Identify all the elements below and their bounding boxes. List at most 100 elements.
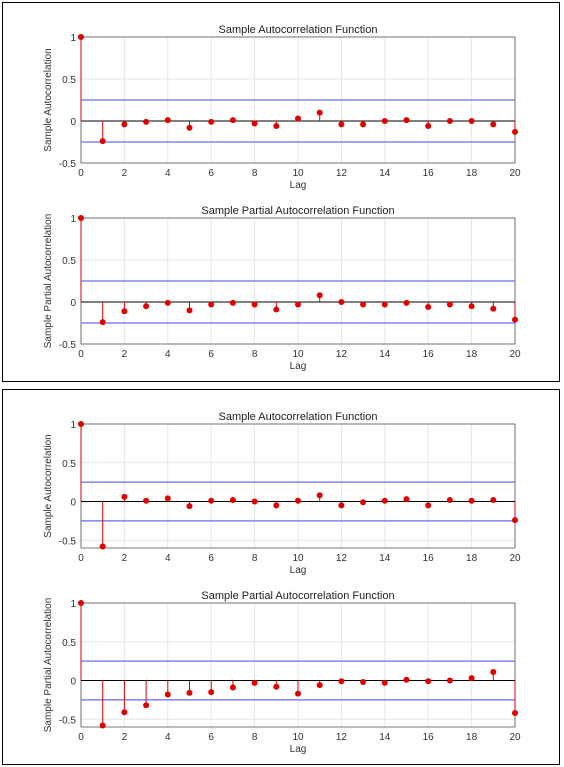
stem-marker (425, 304, 432, 311)
y-tick-label: 0 (70, 298, 76, 309)
x-tick-label: 6 (208, 732, 214, 743)
stem-marker (251, 301, 258, 308)
acf-pacf-panel-bottom: 0 2 4 6 8 10 12 14 16 18 20 -0.5 0 0.5 1 Sample Autocor… (2, 389, 560, 765)
x-tick-label: 18 (466, 168, 478, 179)
stem-marker (78, 421, 84, 427)
stem-marker (316, 492, 323, 499)
stem-marker (295, 115, 301, 122)
x-tick-label: 14 (379, 349, 391, 360)
stem-marker (78, 600, 84, 606)
stem-marker (99, 543, 106, 550)
stem-marker (229, 684, 236, 691)
x-tick-label: 8 (252, 168, 258, 179)
x-tick-label: 2 (122, 553, 128, 564)
y-tick-label: 0.5 (62, 75, 76, 86)
x-tick-label: 14 (379, 732, 391, 743)
stem-marker (446, 677, 453, 684)
x-tick-label: 6 (208, 349, 214, 360)
stem-marker (229, 117, 236, 124)
x-tick-label: 10 (292, 553, 304, 564)
y-tick-label: 1 (70, 420, 76, 431)
stem-marker (251, 679, 258, 686)
stem-marker (208, 301, 215, 308)
x-tick-label: 16 (423, 732, 435, 743)
stem-marker (316, 682, 323, 689)
stem-marker (78, 34, 84, 40)
stem-marker (403, 676, 410, 683)
chart-title: Sample Autocorrelation Function (219, 411, 378, 423)
stem-marker (468, 303, 475, 310)
y-tick-label: -0.5 (59, 340, 77, 351)
x-tick-label: 8 (252, 732, 258, 743)
chart-title: Sample Autocorrelation Function (219, 24, 378, 36)
stem-marker (381, 497, 388, 504)
stem-marker (425, 123, 432, 130)
x-tick-label: 4 (165, 168, 171, 179)
stem-marker (446, 496, 453, 503)
stem-marker (446, 118, 453, 124)
stem-marker (468, 675, 475, 682)
stem-marker (121, 493, 128, 500)
stem-marker (251, 498, 258, 505)
stem-marker (143, 303, 150, 310)
x-tick-label: 10 (292, 732, 304, 743)
stem-marker (381, 301, 388, 308)
stem-marker (99, 138, 106, 145)
stem-marker (208, 689, 215, 696)
stem-marker (338, 678, 345, 685)
y-tick-label: 1 (70, 599, 76, 610)
x-tick-label: 6 (208, 168, 214, 179)
stem-marker (121, 709, 128, 716)
y-tick-label: 0.5 (62, 459, 76, 470)
x-tick-label: 14 (379, 168, 391, 179)
stem-marker (121, 308, 128, 315)
x-tick-label: 12 (336, 168, 348, 179)
x-tick-label: 16 (423, 349, 435, 360)
x-tick-label: 0 (78, 349, 84, 360)
stem-marker (164, 299, 171, 306)
stem-marker (490, 496, 497, 503)
stem-marker (360, 121, 367, 128)
stem-marker (490, 668, 497, 675)
x-axis-label: Lag (290, 361, 307, 372)
stem-marker (446, 301, 453, 308)
x-tick-label: 20 (509, 553, 521, 564)
stem-marker (229, 299, 236, 306)
y-tick-label: 0.5 (62, 638, 76, 649)
x-tick-label: 2 (122, 732, 128, 743)
x-tick-label: 6 (208, 553, 214, 564)
x-tick-label: 2 (122, 168, 128, 179)
y-tick-label: -0.5 (59, 715, 77, 726)
y-tick-label: 0 (70, 677, 76, 688)
stem-marker (403, 299, 410, 306)
x-tick-label: 16 (423, 168, 435, 179)
stem-marker (403, 117, 410, 124)
x-tick-label: 14 (379, 553, 391, 564)
y-tick-label: 1 (70, 214, 76, 225)
y-axis-label: Sample Autocorrelation (43, 434, 54, 537)
x-axis-label: Lag (290, 565, 307, 576)
stem-marker (490, 121, 497, 128)
acf-pacf-panel-top: 0 2 4 6 8 10 12 14 16 18 20 -0.5 0 0.5 1 Sample Autocor… (2, 2, 560, 382)
x-tick-label: 20 (509, 732, 521, 743)
x-tick-label: 8 (252, 349, 258, 360)
y-tick-label: -0.5 (59, 536, 77, 547)
x-tick-label: 20 (509, 168, 521, 179)
x-tick-label: 4 (165, 553, 171, 564)
stem-marker (512, 710, 518, 717)
stem-marker (338, 121, 345, 128)
x-tick-label: 18 (466, 349, 478, 360)
stem-marker (186, 503, 193, 510)
x-tick-label: 10 (292, 349, 304, 360)
stem-marker (273, 123, 280, 130)
stem-marker (295, 497, 301, 504)
stem-marker (273, 502, 280, 509)
stem-marker (338, 502, 345, 509)
x-tick-label: 12 (336, 732, 348, 743)
x-tick-label: 10 (292, 168, 304, 179)
chart-title: Sample Partial Autocorrelation Function (201, 590, 394, 602)
stem-marker (316, 292, 323, 299)
